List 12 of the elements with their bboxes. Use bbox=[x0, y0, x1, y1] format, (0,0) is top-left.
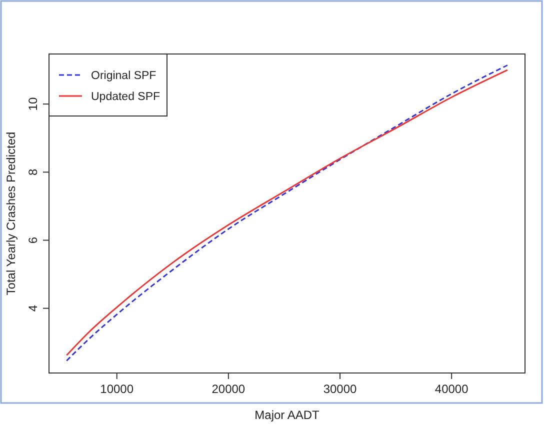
legend-label: Original SPF bbox=[91, 70, 156, 82]
x-tick-label: 30000 bbox=[323, 382, 358, 396]
y-tick-label: 4 bbox=[26, 304, 40, 312]
y-axis-title: Total Yearly Crashes Predicted bbox=[4, 132, 18, 296]
x-axis-title: Major AADT bbox=[254, 408, 320, 422]
y-tick-label: 6 bbox=[26, 236, 40, 244]
x-tick-label: 40000 bbox=[434, 382, 469, 396]
x-tick-label: 10000 bbox=[100, 382, 134, 396]
legend-label: Updated SPF bbox=[91, 91, 160, 103]
x-tick-label: 20000 bbox=[212, 382, 246, 396]
y-tick-label: 10 bbox=[26, 97, 40, 111]
y-tick-label: 8 bbox=[26, 168, 40, 176]
